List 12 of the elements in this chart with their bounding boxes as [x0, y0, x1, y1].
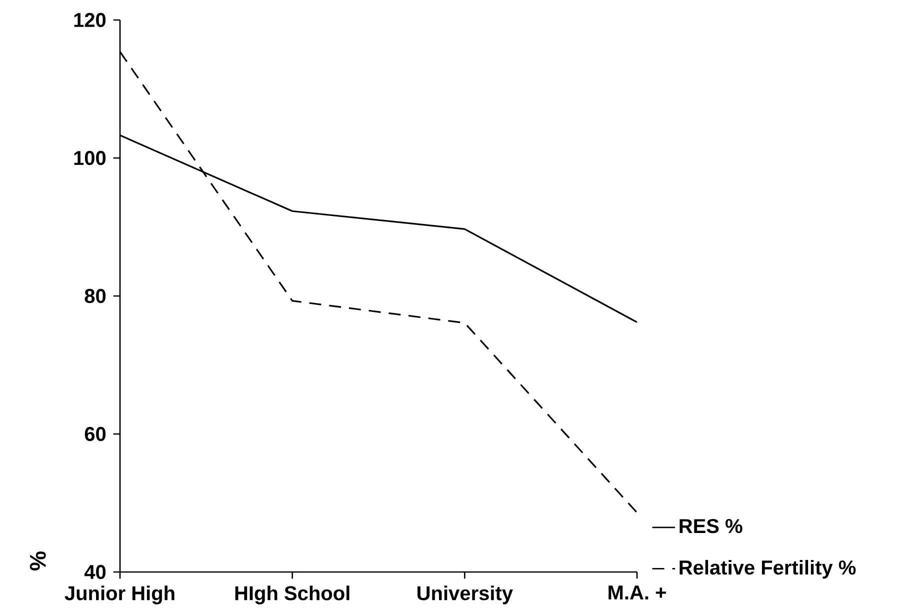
x-tick-label: Junior High — [64, 586, 174, 604]
y-axis-title: % — [30, 551, 46, 570]
legend-label: RES % — [680, 518, 742, 534]
x-tick-label: HIgh School — [235, 586, 350, 604]
x-tick-label: University — [418, 586, 513, 604]
y-tick-label: 100 — [74, 150, 106, 166]
legend-label: Relative Fertility % — [680, 560, 856, 579]
x-tick-label: M.A. + — [608, 586, 666, 600]
y-tick-label: 80 — [84, 288, 106, 304]
y-tick-label: 40 — [84, 564, 106, 580]
y-tick-label: 60 — [84, 426, 106, 442]
y-tick-label: 120 — [74, 12, 106, 28]
